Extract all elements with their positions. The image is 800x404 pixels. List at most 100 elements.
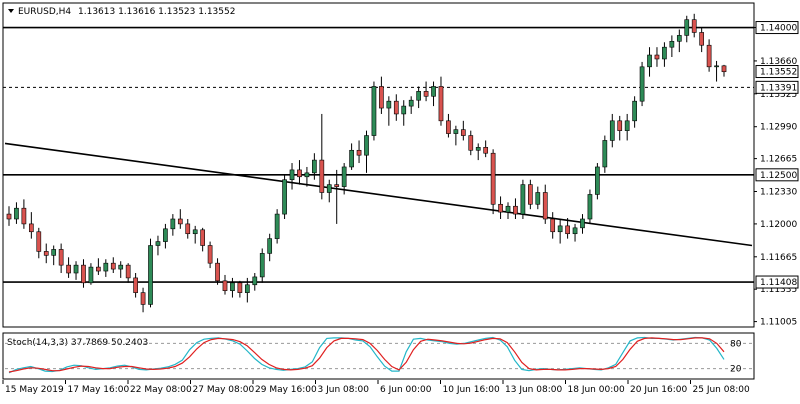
candle-body-bull xyxy=(341,166,347,187)
candle-body-bull xyxy=(289,169,295,181)
candle-body-bear xyxy=(706,44,712,68)
candle-body-bear xyxy=(468,135,474,151)
collapse-triangle-icon[interactable] xyxy=(8,9,14,13)
x-tick-label: 25 Jun 08:00 xyxy=(693,385,750,395)
candle-body-bull xyxy=(73,264,79,274)
candle xyxy=(393,94,399,121)
candle xyxy=(66,257,71,278)
x-tick-label: 3 Jun 08:00 xyxy=(318,385,370,395)
candle xyxy=(73,261,79,280)
candle xyxy=(654,47,660,67)
candle-body-bull xyxy=(647,54,652,68)
stoch-signal-line xyxy=(8,337,725,373)
candle-body-bull xyxy=(148,245,153,305)
candle-body-bull xyxy=(505,205,511,213)
candle xyxy=(170,214,176,236)
candle-body-bear xyxy=(528,184,533,205)
candle-body-bear xyxy=(43,251,49,256)
candle-body-bull xyxy=(371,86,377,136)
candle xyxy=(468,130,474,156)
candle-body-bear xyxy=(483,147,489,154)
candle-body-bear xyxy=(654,54,660,60)
y-tick-label: 1.12000 xyxy=(760,220,797,230)
candle xyxy=(36,227,42,259)
candle-body-bull xyxy=(609,120,615,141)
candle xyxy=(81,259,86,288)
candle xyxy=(118,261,124,278)
candle xyxy=(259,248,265,283)
x-tick-label: 20 Jun 16:00 xyxy=(630,385,687,395)
symbol-label: EURUSD,H4 xyxy=(18,7,71,17)
price-level-label: 1.14000 xyxy=(760,24,797,34)
candle xyxy=(58,243,64,273)
candle-body-bull xyxy=(684,19,690,36)
candle xyxy=(163,223,168,249)
candle-body-bear xyxy=(237,282,243,293)
current-price-tag xyxy=(755,65,799,79)
candle-body-bear xyxy=(6,213,12,220)
candle xyxy=(334,169,340,224)
candle-body-bear xyxy=(200,229,205,246)
candle xyxy=(662,42,667,67)
candle-body-bear xyxy=(691,19,697,33)
y-tick-label: 1.12665 xyxy=(760,155,797,165)
x-tick-label: 10 Jun 16:00 xyxy=(443,385,500,395)
trendline-segment[interactable] xyxy=(4,142,753,247)
candle xyxy=(371,81,377,141)
candle xyxy=(319,113,325,200)
y-tick-label: 1.12330 xyxy=(760,188,797,198)
candle-body-bull xyxy=(326,184,332,193)
horizontal-levels[interactable] xyxy=(3,26,754,283)
candle xyxy=(498,196,503,219)
candle xyxy=(326,179,332,203)
candle xyxy=(460,120,466,141)
price-level-tag xyxy=(755,80,799,94)
candle xyxy=(490,149,496,215)
candle xyxy=(282,174,287,219)
candle xyxy=(28,212,34,239)
candle xyxy=(289,163,295,190)
candle xyxy=(595,163,600,200)
current-price-label: 1.13552 xyxy=(760,68,797,78)
candle xyxy=(103,259,109,277)
candle-body-bear xyxy=(177,218,183,225)
candle xyxy=(453,125,459,146)
candle xyxy=(676,29,682,53)
trendline[interactable] xyxy=(4,142,753,247)
candle-body-bear xyxy=(490,152,496,205)
x-tick-label: 29 May 16:00 xyxy=(255,385,317,395)
candle xyxy=(244,277,250,303)
candle-body-bull xyxy=(632,100,637,122)
candle xyxy=(192,225,198,244)
candle xyxy=(297,160,302,185)
price-pane-frame xyxy=(2,2,755,328)
candle xyxy=(721,64,727,77)
candle-body-bull xyxy=(51,249,57,256)
candle xyxy=(6,206,12,226)
candle-body-bear xyxy=(21,207,27,225)
candle-body-bull xyxy=(274,213,280,239)
candle-body-bull xyxy=(88,266,94,284)
candle-body-bear xyxy=(438,86,444,122)
candle xyxy=(639,61,645,107)
candle xyxy=(215,258,220,285)
candle-body-bull xyxy=(520,184,526,215)
y-tick-label: 1.11665 xyxy=(760,253,797,263)
candle-body-bear xyxy=(617,120,623,131)
candle-body-bear xyxy=(297,169,302,178)
candle xyxy=(237,280,243,298)
candle-body-bull xyxy=(155,241,161,246)
x-tick-label: 6 Jun 00:00 xyxy=(380,385,432,395)
stoch-level-label: 20 xyxy=(730,365,742,375)
candle xyxy=(475,143,481,161)
candle xyxy=(565,218,570,239)
x-tick-label: 17 May 16:00 xyxy=(68,385,130,395)
candle xyxy=(580,214,585,234)
candle-body-bear xyxy=(81,264,86,284)
candle xyxy=(110,257,116,273)
candle-body-bull xyxy=(163,228,168,242)
candle-body-bear xyxy=(423,91,429,97)
candle-body-bear xyxy=(125,264,131,279)
candle xyxy=(505,202,511,219)
candle xyxy=(96,258,101,275)
